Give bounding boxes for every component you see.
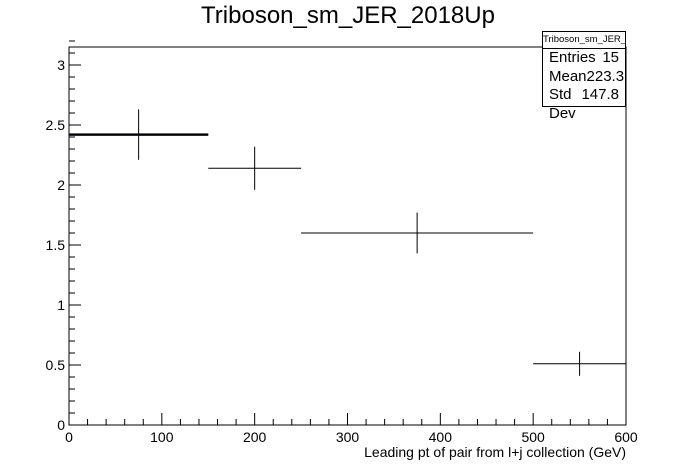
axis-ticks: 0 100 200 300 400 500 600 0 0.5 1 1.5 2 2.5 3 bbox=[46, 40, 638, 445]
x-tick-label: 200 bbox=[243, 429, 267, 445]
x-axis-label: Leading pt of pair from l+j collection (… bbox=[364, 444, 626, 460]
x-tick-label: 500 bbox=[521, 429, 545, 445]
chart-title: Triboson_sm_JER_2018Up bbox=[201, 2, 495, 29]
y-tick-label: 0.5 bbox=[46, 357, 66, 373]
stats-box-title: Triboson_sm_JER_2018Up bbox=[543, 32, 625, 49]
x-tick-label: 400 bbox=[429, 429, 453, 445]
stats-std-value: 147.8 bbox=[581, 86, 619, 103]
data-point bbox=[533, 351, 626, 376]
x-tick-label: 300 bbox=[336, 429, 360, 445]
x-tick-label: 0 bbox=[65, 429, 73, 445]
x-tick-label: 600 bbox=[614, 429, 638, 445]
y-tick-label: 2.5 bbox=[46, 117, 66, 133]
data-point bbox=[208, 146, 302, 190]
y-tick-label: 2 bbox=[57, 177, 65, 193]
y-tick-label: 1.5 bbox=[46, 237, 66, 253]
y-tick-label: 1 bbox=[57, 297, 65, 313]
stats-mean-label: Mean bbox=[549, 67, 587, 85]
stats-mean-value: 223.3 bbox=[586, 67, 625, 85]
stats-entries-value: 15 bbox=[602, 49, 619, 66]
data-point bbox=[301, 212, 534, 254]
data-points bbox=[69, 109, 626, 376]
stats-row-mean: Mean 223.3 bbox=[543, 68, 625, 87]
stats-box: Triboson_sm_JER_2018Up Entries 15 Mean 2… bbox=[542, 31, 626, 122]
y-tick-label: 0 bbox=[57, 417, 65, 433]
y-tick-label: 3 bbox=[57, 57, 65, 73]
stats-entries-label: Entries bbox=[549, 49, 596, 66]
stats-std-label: Std Dev bbox=[549, 86, 576, 122]
x-tick-label: 100 bbox=[150, 429, 174, 445]
stats-row-std: Std Dev 147.8 bbox=[543, 86, 625, 122]
data-point bbox=[69, 109, 209, 160]
stats-row-entries: Entries 15 bbox=[543, 49, 625, 68]
